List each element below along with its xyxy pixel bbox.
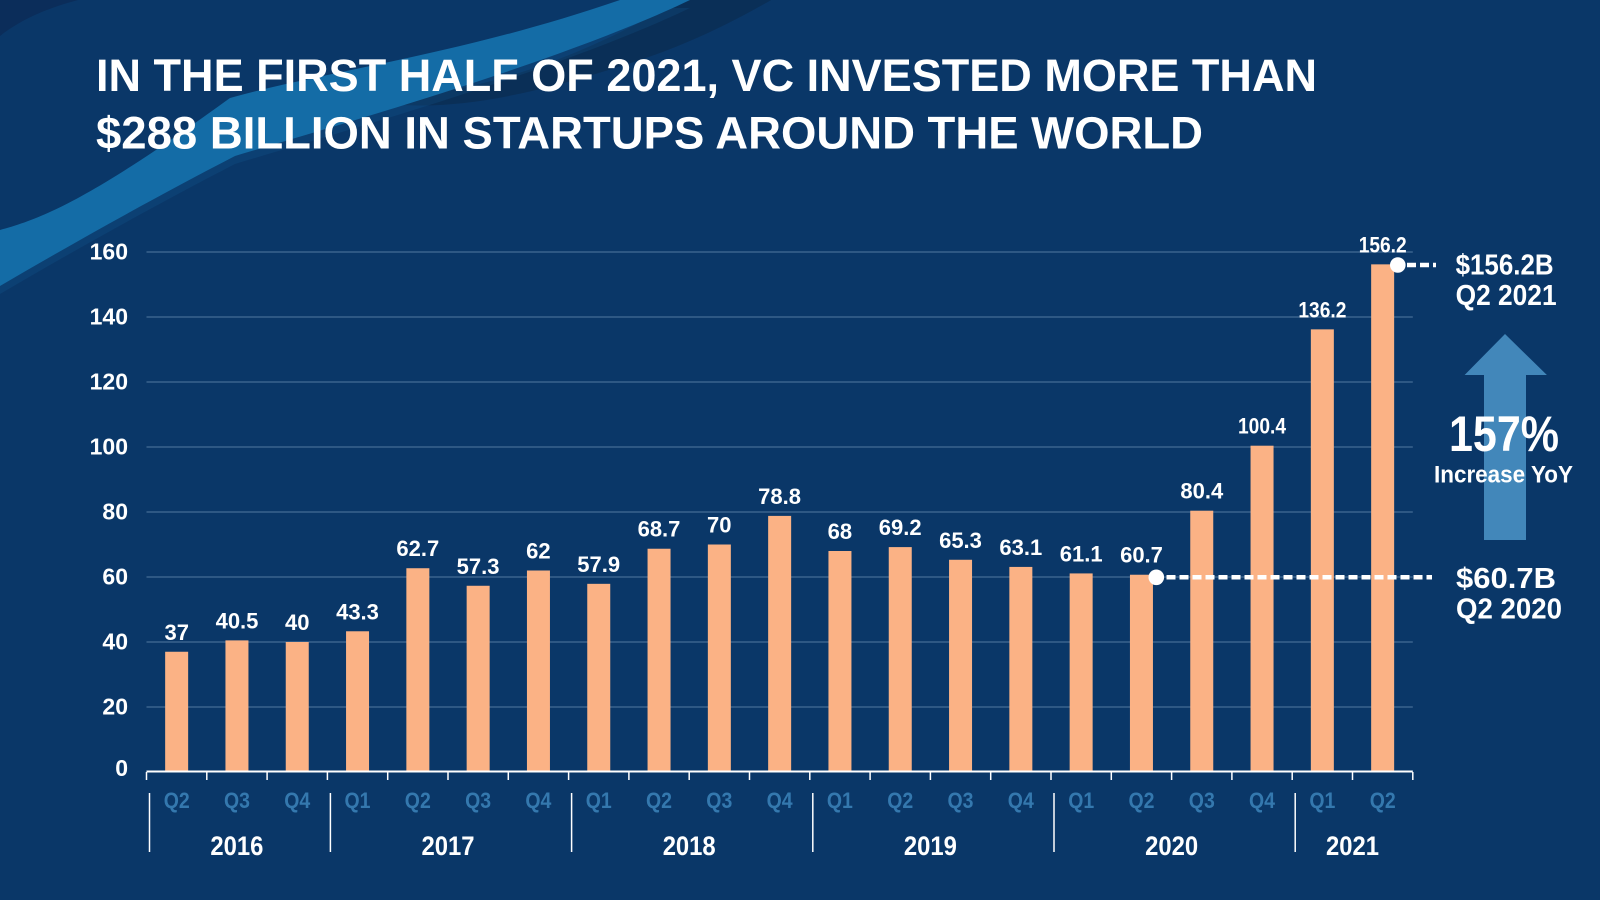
svg-text:62.7: 62.7 bbox=[396, 536, 439, 561]
svg-text:2020: 2020 bbox=[1145, 831, 1198, 861]
svg-text:100: 100 bbox=[90, 434, 128, 460]
svg-text:IN THE FIRST HALF OF 2021, VC: IN THE FIRST HALF OF 2021, VC INVESTED M… bbox=[96, 50, 1317, 101]
svg-text:40: 40 bbox=[285, 610, 309, 635]
svg-text:57.9: 57.9 bbox=[577, 552, 620, 577]
svg-text:Q4: Q4 bbox=[767, 788, 794, 813]
svg-text:Q3: Q3 bbox=[948, 788, 974, 813]
svg-text:100.4: 100.4 bbox=[1238, 414, 1287, 439]
svg-text:61.1: 61.1 bbox=[1060, 541, 1103, 566]
svg-text:140: 140 bbox=[90, 304, 128, 330]
svg-text:157%: 157% bbox=[1449, 406, 1559, 462]
svg-text:Q1: Q1 bbox=[1309, 788, 1335, 813]
svg-text:Q1: Q1 bbox=[345, 788, 371, 813]
svg-text:156.2: 156.2 bbox=[1359, 232, 1407, 257]
svg-text:120: 120 bbox=[90, 369, 128, 395]
svg-text:Q2: Q2 bbox=[887, 788, 913, 813]
svg-text:Q4: Q4 bbox=[284, 788, 311, 813]
svg-text:69.2: 69.2 bbox=[879, 515, 922, 540]
svg-text:62: 62 bbox=[526, 539, 550, 564]
svg-text:2016: 2016 bbox=[210, 831, 263, 861]
svg-text:Q2: Q2 bbox=[405, 788, 431, 813]
svg-text:Q4: Q4 bbox=[1008, 788, 1035, 813]
svg-text:2018: 2018 bbox=[663, 831, 716, 861]
svg-text:2017: 2017 bbox=[422, 831, 475, 861]
svg-text:Q1: Q1 bbox=[586, 788, 612, 813]
svg-text:Q3: Q3 bbox=[465, 788, 491, 813]
svg-text:60: 60 bbox=[102, 564, 128, 590]
svg-text:68.7: 68.7 bbox=[638, 517, 681, 542]
svg-text:68: 68 bbox=[828, 519, 852, 544]
svg-text:2021: 2021 bbox=[1326, 831, 1379, 861]
svg-text:37: 37 bbox=[164, 620, 188, 645]
svg-text:78.8: 78.8 bbox=[758, 484, 801, 509]
svg-text:63.1: 63.1 bbox=[999, 535, 1042, 560]
svg-text:40.5: 40.5 bbox=[216, 608, 259, 633]
svg-text:60.7: 60.7 bbox=[1120, 543, 1163, 568]
svg-text:40: 40 bbox=[102, 629, 128, 655]
svg-text:43.3: 43.3 bbox=[336, 599, 379, 624]
svg-text:Q2: Q2 bbox=[164, 788, 190, 813]
svg-text:80: 80 bbox=[102, 499, 128, 525]
svg-text:Q2 2020: Q2 2020 bbox=[1456, 594, 1562, 626]
svg-text:Q3: Q3 bbox=[224, 788, 250, 813]
svg-text:Q1: Q1 bbox=[827, 788, 853, 813]
svg-text:$288 BILLION IN STARTUPS AROUN: $288 BILLION IN STARTUPS AROUND THE WORL… bbox=[96, 108, 1203, 159]
svg-text:Q2: Q2 bbox=[1370, 788, 1396, 813]
svg-text:Increase YoY: Increase YoY bbox=[1434, 462, 1573, 489]
svg-text:70: 70 bbox=[707, 513, 731, 538]
svg-text:65.3: 65.3 bbox=[939, 528, 982, 553]
svg-text:Q4: Q4 bbox=[525, 788, 552, 813]
svg-text:57.3: 57.3 bbox=[457, 554, 500, 579]
svg-text:Q3: Q3 bbox=[1189, 788, 1215, 813]
svg-text:20: 20 bbox=[102, 694, 128, 720]
svg-text:Q4: Q4 bbox=[1249, 788, 1276, 813]
svg-text:Q2 2021: Q2 2021 bbox=[1456, 280, 1557, 312]
svg-text:160: 160 bbox=[90, 239, 128, 265]
svg-text:0: 0 bbox=[115, 755, 128, 781]
svg-text:2019: 2019 bbox=[904, 831, 957, 861]
svg-text:Q1: Q1 bbox=[1068, 788, 1094, 813]
svg-text:$156.2B: $156.2B bbox=[1456, 250, 1554, 282]
svg-text:Q2: Q2 bbox=[646, 788, 672, 813]
svg-text:80.4: 80.4 bbox=[1180, 479, 1224, 504]
svg-text:Q2: Q2 bbox=[1129, 788, 1155, 813]
svg-text:136.2: 136.2 bbox=[1298, 297, 1346, 322]
svg-text:$60.7B: $60.7B bbox=[1456, 563, 1556, 595]
svg-text:Q3: Q3 bbox=[706, 788, 732, 813]
